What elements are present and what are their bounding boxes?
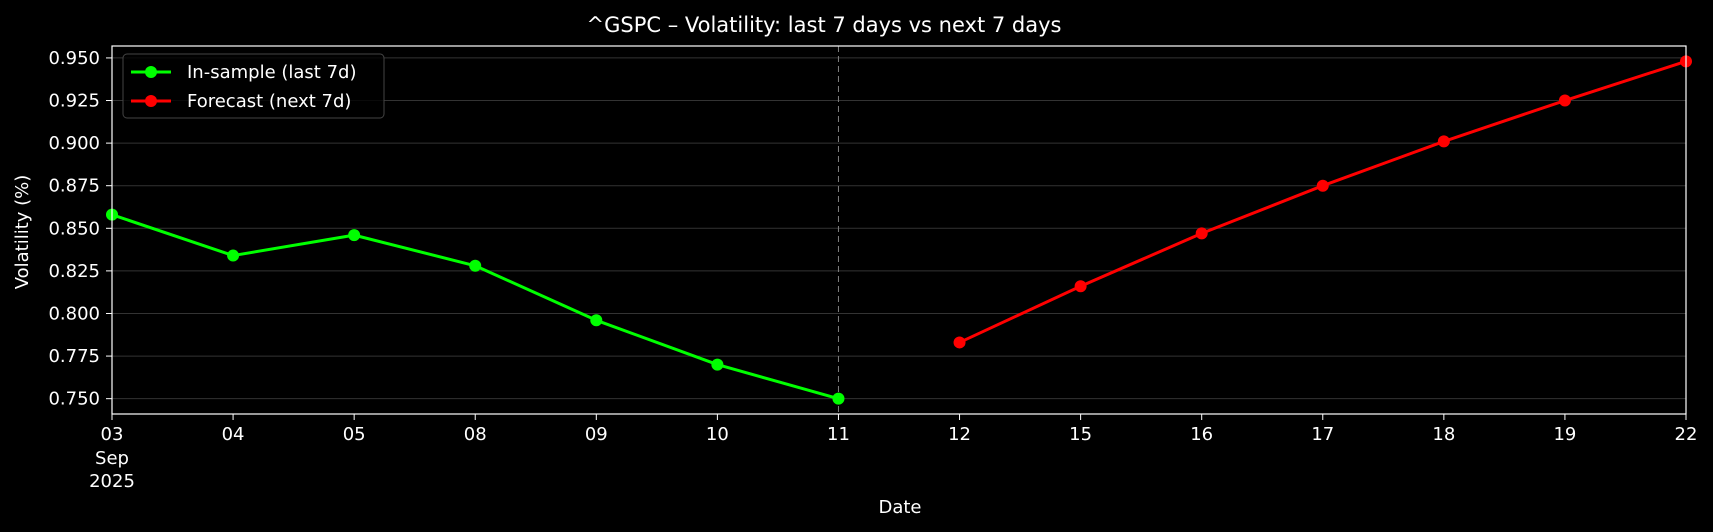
y-tick-label: 0.825 (48, 261, 100, 282)
legend-swatch-marker (145, 95, 157, 107)
x-tick-sublabel: Sep (95, 448, 129, 469)
y-tick-label: 0.875 (48, 176, 100, 197)
series-line-2 (958, 59, 1687, 344)
x-tick-label: 16 (1190, 424, 1213, 445)
y-tick-label: 0.850 (48, 218, 100, 239)
legend-swatch-marker (145, 66, 157, 78)
y-tick-label: 0.950 (48, 48, 100, 69)
legend-label: In-sample (last 7d) (187, 62, 357, 83)
data-point (953, 336, 966, 349)
legend-box (122, 53, 385, 119)
chart-title: ^GSPC – Volatility: last 7 days vs next … (587, 13, 1062, 37)
legend: In-sample (last 7d) Forecast (next 7d) (122, 53, 385, 119)
data-point (1074, 280, 1087, 293)
data-point (590, 314, 603, 327)
x-tick-label: 05 (343, 424, 366, 445)
data-point (1195, 227, 1208, 240)
x-tick-label: 19 (1553, 424, 1576, 445)
y-tick-label: 0.925 (48, 91, 100, 112)
data-point (1437, 135, 1450, 148)
data-point (227, 249, 240, 262)
y-axis-label: Volatility (%) (12, 175, 33, 290)
x-tick-label: 09 (585, 424, 608, 445)
x-tick-label: 15 (1069, 424, 1092, 445)
y-tick-label: 0.800 (48, 303, 100, 324)
x-tick-label: 18 (1432, 424, 1455, 445)
data-point (1558, 94, 1571, 107)
y-tick-label: 0.775 (48, 346, 100, 367)
x-tick-label: 11 (827, 424, 850, 445)
x-axis-label: Date (878, 497, 921, 518)
x-tick-label: 08 (464, 424, 487, 445)
y-tick-label: 0.900 (48, 133, 100, 154)
grid-lines (112, 57, 1686, 400)
plot-frame (111, 45, 1687, 415)
data-point (1316, 179, 1329, 192)
data-point (711, 358, 724, 371)
legend-label: Forecast (next 7d) (187, 91, 351, 112)
series-group (106, 55, 1692, 405)
x-tick-label: 22 (1675, 424, 1698, 445)
y-tick-label: 0.750 (48, 389, 100, 410)
data-point (348, 229, 361, 242)
y-axis: 0.750 0.775 0.800 0.825 0.850 0.875 0.900 0.925… (48, 48, 112, 410)
x-tick-label: 17 (1311, 424, 1334, 445)
data-point (469, 259, 482, 272)
data-point (832, 392, 845, 405)
x-tick-label: 03 (101, 424, 124, 445)
x-tick-label: 12 (948, 424, 971, 445)
x-tick-sublabel: 2025 (89, 471, 135, 492)
series-line-1 (111, 213, 839, 401)
x-tick-label: 04 (222, 424, 245, 445)
x-tick-label: 10 (706, 424, 729, 445)
